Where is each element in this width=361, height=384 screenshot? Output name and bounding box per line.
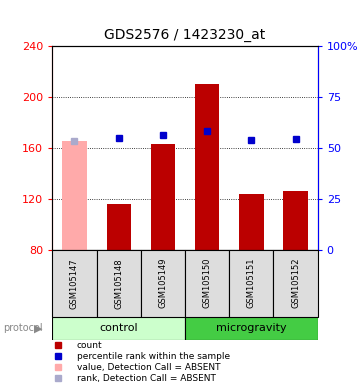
- Bar: [283, 191, 308, 250]
- Text: microgravity: microgravity: [216, 323, 287, 333]
- Bar: [274, 250, 318, 317]
- Bar: [97, 250, 141, 317]
- Text: control: control: [99, 323, 138, 333]
- Text: count: count: [77, 341, 102, 350]
- Bar: [151, 144, 175, 250]
- Text: value, Detection Call = ABSENT: value, Detection Call = ABSENT: [77, 363, 220, 372]
- Text: GSM105152: GSM105152: [291, 258, 300, 308]
- Text: GSM105151: GSM105151: [247, 258, 256, 308]
- Bar: [229, 250, 274, 317]
- Text: GSM105147: GSM105147: [70, 258, 79, 308]
- Bar: [185, 317, 318, 340]
- Bar: [62, 141, 87, 250]
- Bar: [141, 250, 185, 317]
- Title: GDS2576 / 1423230_at: GDS2576 / 1423230_at: [104, 28, 266, 42]
- Bar: [52, 250, 97, 317]
- Text: protocol: protocol: [4, 323, 43, 333]
- Text: ▶: ▶: [34, 323, 43, 333]
- Bar: [52, 317, 185, 340]
- Text: GSM105150: GSM105150: [203, 258, 212, 308]
- Bar: [239, 194, 264, 250]
- Text: GSM105149: GSM105149: [158, 258, 168, 308]
- Text: percentile rank within the sample: percentile rank within the sample: [77, 352, 230, 361]
- Text: GSM105148: GSM105148: [114, 258, 123, 308]
- Text: rank, Detection Call = ABSENT: rank, Detection Call = ABSENT: [77, 374, 216, 383]
- Bar: [195, 84, 219, 250]
- Bar: [185, 250, 229, 317]
- Bar: [106, 204, 131, 250]
